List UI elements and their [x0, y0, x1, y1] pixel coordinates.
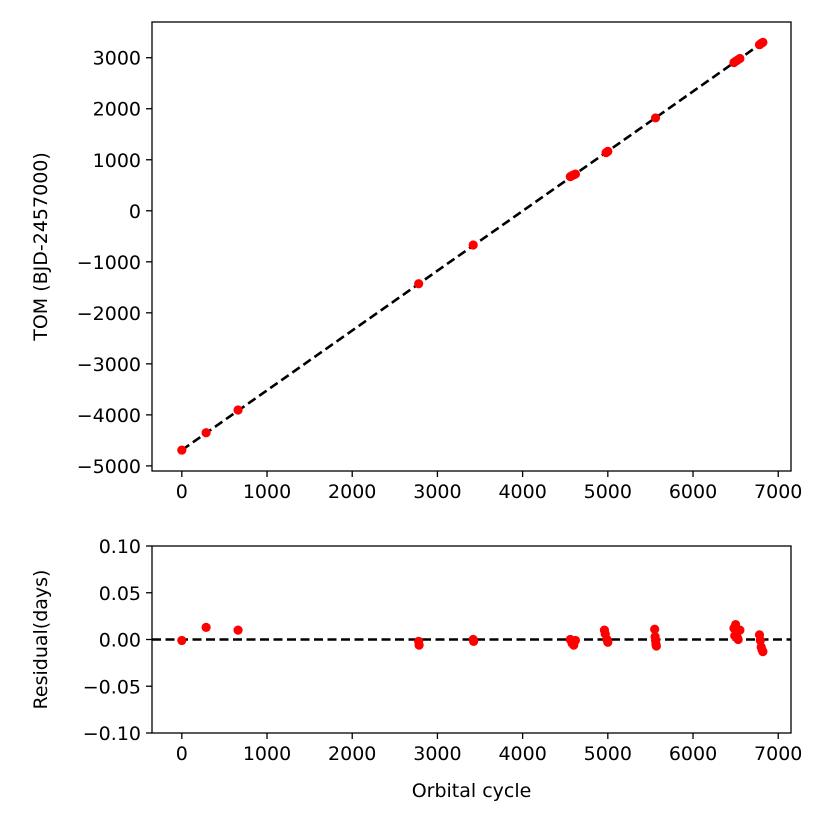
residual-y-tick-label: 0.00 [99, 630, 141, 652]
residual-data-point [651, 641, 661, 651]
tom-x-tick-label: 7000 [754, 481, 802, 503]
tom-y-tick-label: 0 [129, 201, 141, 223]
residual-x-tick-label: 4000 [498, 743, 546, 765]
tom-data-point [650, 113, 661, 123]
tom-y-tick-label: −4000 [77, 405, 141, 427]
residual-y-tick-label: −0.05 [83, 676, 141, 698]
residual-data-point [758, 647, 768, 657]
residual-x-tick-label: 0 [176, 743, 188, 765]
tom-x-tick-label: 6000 [669, 481, 717, 503]
residual-x-tick-label: 1000 [243, 743, 291, 765]
tom-axes-frame [151, 21, 792, 472]
tom-y-tick-label: 3000 [93, 48, 141, 70]
residual-x-tick-label: 6000 [669, 743, 717, 765]
tom-chart: 0 1000 2000 3000 4000 5000 6000 7000 3000 2000 100… [30, 21, 802, 503]
tom-data-point [201, 428, 211, 438]
tom-y-tick-label: 1000 [93, 150, 141, 172]
residual-x-tick-label: 3000 [413, 743, 461, 765]
residual-data-point [570, 635, 581, 646]
tom-x-tick-label: 3000 [413, 481, 461, 503]
residual-x-tick-label: 5000 [584, 743, 632, 765]
tom-data-point [177, 445, 187, 455]
residual-data-point [735, 625, 745, 635]
residual-data-point [414, 640, 424, 650]
tom-y-tick-label: 2000 [93, 99, 141, 121]
residual-y-tick-label: 0.10 [99, 536, 141, 558]
residual-y-axis-label: Residual(days) [30, 570, 52, 710]
tom-data-point [735, 53, 745, 64]
tom-plot-area [177, 37, 768, 455]
tom-y-tick-label: −1000 [77, 252, 141, 274]
residual-plot-area [152, 619, 791, 657]
residual-y-tick-label: −0.10 [83, 723, 141, 745]
residual-y-tick-label: 0.05 [99, 583, 141, 605]
tom-y-tick-label: −2000 [77, 303, 141, 325]
tom-data-point [414, 279, 424, 289]
residual-x-tick-label: 2000 [328, 743, 376, 765]
tom-x-tick-label: 4000 [498, 481, 546, 503]
residual-data-point [650, 624, 660, 634]
tom-data-point [758, 37, 768, 48]
tom-data-point [603, 146, 613, 156]
residual-data-point [469, 636, 479, 646]
tom-x-tick-label: 5000 [584, 481, 632, 503]
tom-y-tick-label: −5000 [77, 456, 141, 478]
residual-chart: 0 1000 2000 3000 4000 5000 6000 7000 0.10 0.05 0.0… [30, 536, 802, 802]
residual-data-point [733, 634, 743, 645]
tom-x-tick-label: 1000 [243, 481, 291, 503]
tom-data-point [468, 240, 478, 250]
tom-data-point [570, 169, 581, 179]
tom-y-tick-label: −3000 [77, 354, 141, 376]
residual-data-point [233, 625, 243, 635]
residual-data-point [177, 635, 187, 646]
residual-x-tick-label: 7000 [754, 743, 802, 765]
residual-data-point [603, 637, 613, 647]
residual-data-point [201, 622, 211, 632]
residual-x-axis-label: Orbital cycle [412, 780, 532, 802]
tom-data-point [233, 405, 243, 415]
tom-x-tick-label: 0 [176, 481, 188, 503]
tom-y-axis-label: TOM (BJD-2457000) [30, 152, 52, 342]
tom-x-tick-label: 2000 [328, 481, 376, 503]
